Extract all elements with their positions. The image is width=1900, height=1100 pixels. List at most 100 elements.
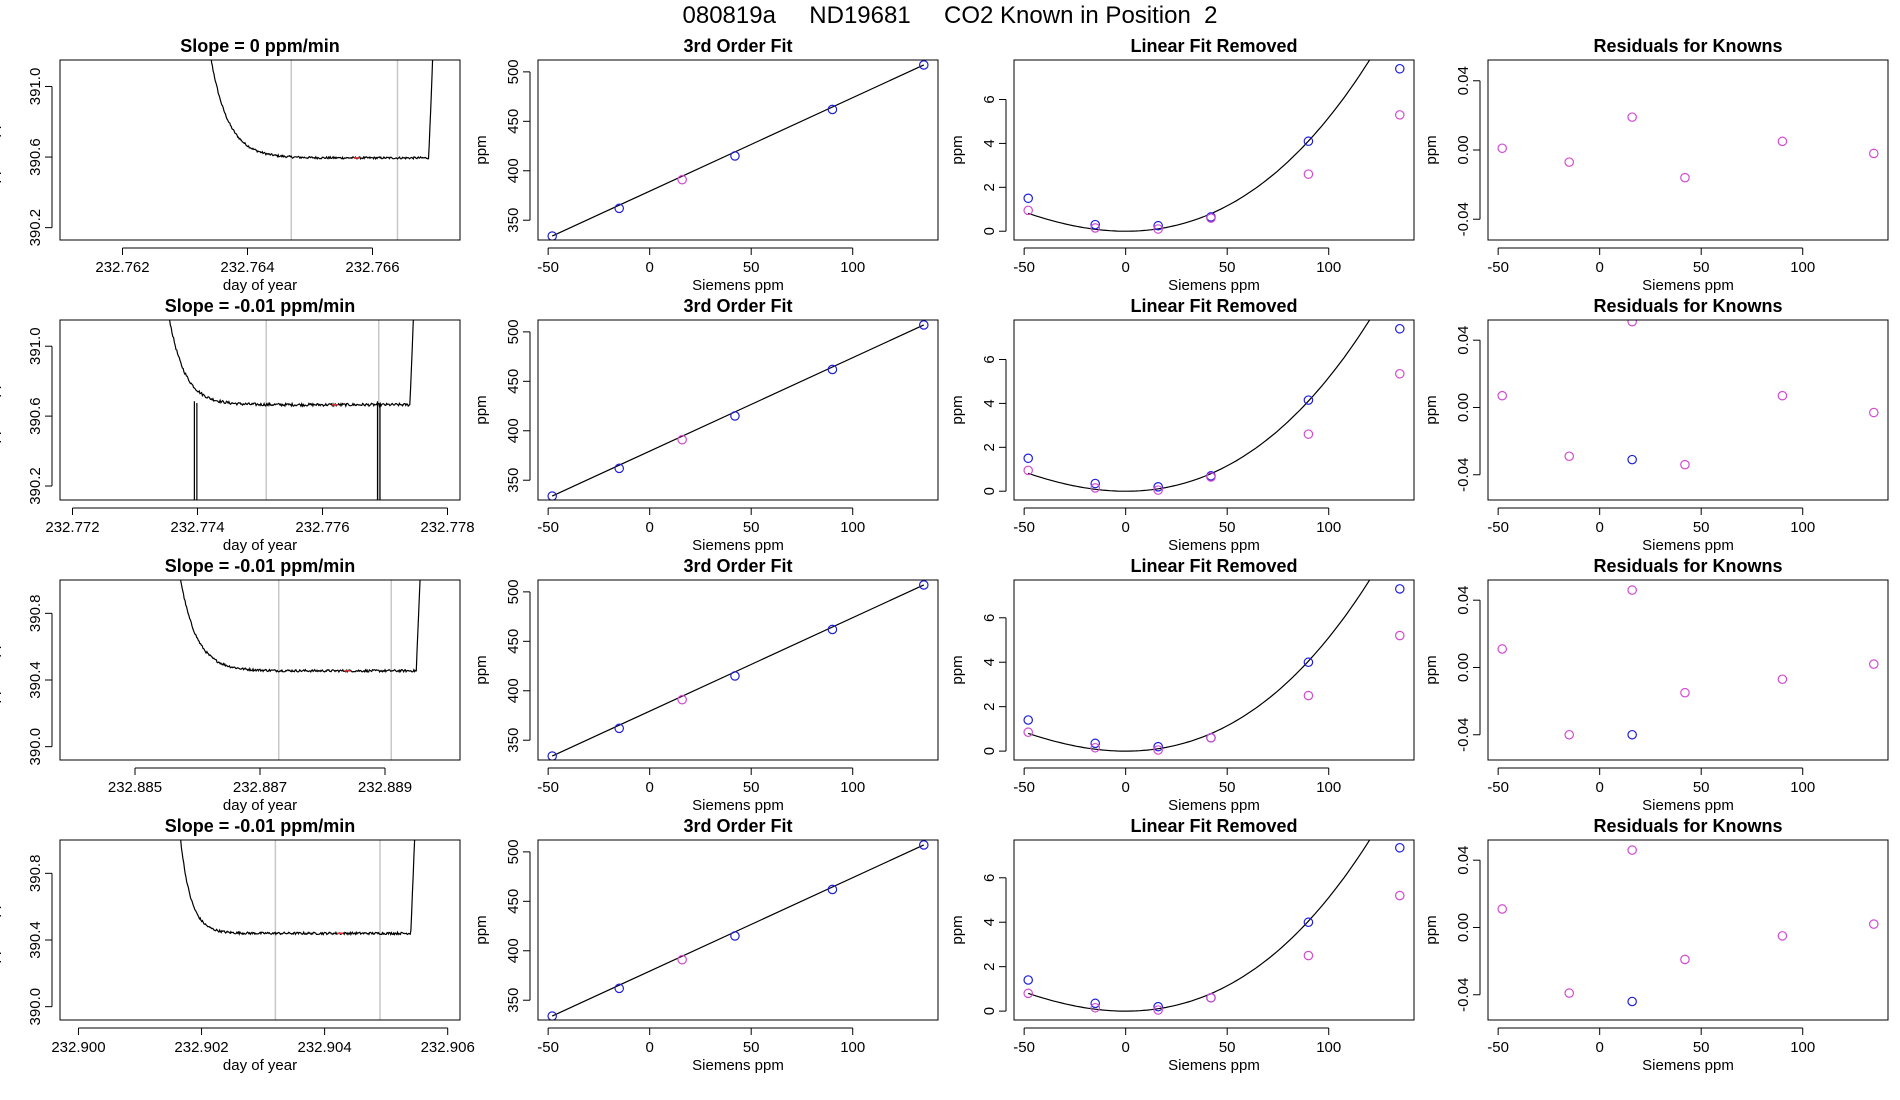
y-tick-label: 390.4 bbox=[27, 921, 44, 959]
data-point bbox=[1153, 220, 1163, 231]
data-point bbox=[918, 840, 929, 850]
x-tick-label: 100 bbox=[1316, 259, 1341, 276]
y-axis: 0 2 4 6 bbox=[981, 355, 1007, 495]
panel-title: Slope = -0.01 ppm/min bbox=[165, 816, 356, 836]
y-tick-label: 2 bbox=[981, 183, 998, 191]
data-point bbox=[1303, 657, 1314, 668]
x-tick-label: -50 bbox=[537, 779, 559, 796]
y-tick-label: 4 bbox=[981, 399, 998, 407]
plot-frame bbox=[1013, 579, 1415, 761]
data-point bbox=[1627, 729, 1637, 740]
y-axis-label: approx. ppm bbox=[0, 628, 2, 711]
panel-data bbox=[547, 840, 929, 1020]
y-axis-label: ppm bbox=[473, 395, 490, 424]
data-point bbox=[1627, 320, 1637, 327]
data-point bbox=[547, 1011, 558, 1020]
data-point bbox=[1090, 223, 1101, 233]
x-axis-label: day of year bbox=[223, 1057, 297, 1074]
y-tick-label: 6 bbox=[981, 95, 998, 103]
y-tick-label: 390.6 bbox=[27, 397, 44, 435]
panel-title: Residuals for Knowns bbox=[1593, 556, 1782, 576]
x-tick-label: 232.887 bbox=[233, 779, 287, 796]
x-tick-label: -50 bbox=[1487, 1039, 1509, 1056]
y-tick-label: 0 bbox=[981, 227, 998, 235]
x-axis: -50 0 50 100 bbox=[1487, 767, 1815, 796]
x-axis: 232.900 232.902 232.904 232.906 bbox=[51, 1027, 475, 1056]
y-tick-label: 500 bbox=[505, 59, 522, 84]
concentration-trace bbox=[210, 60, 434, 161]
data-point bbox=[1497, 143, 1508, 154]
x-axis: -50 0 50 100 bbox=[1013, 1027, 1341, 1056]
x-axis-label: Siemens ppm bbox=[692, 537, 784, 554]
data-point bbox=[1023, 193, 1034, 204]
x-tick-label: -50 bbox=[1013, 259, 1035, 276]
data-point bbox=[1627, 585, 1637, 595]
data-point bbox=[614, 463, 625, 474]
y-tick-label: 6 bbox=[981, 614, 998, 622]
data-point bbox=[730, 931, 740, 941]
y-axis-label: ppm bbox=[949, 395, 966, 424]
x-tick-label: 50 bbox=[743, 1039, 760, 1056]
panel-4-1: Slope = -0.01 ppm/min 232.900 232.902 232.9… bbox=[0, 816, 475, 1074]
y-tick-label: 0 bbox=[981, 1007, 998, 1015]
panel-2-1: Slope = -0.01 ppm/min 232.772 232.774 232.7… bbox=[0, 296, 475, 554]
x-tick-label: 0 bbox=[1596, 779, 1604, 796]
y-axis: -0.04 0.00 0.04 bbox=[1455, 326, 1481, 492]
y-tick-label: 500 bbox=[505, 839, 522, 864]
plot-frame bbox=[1487, 579, 1889, 761]
y-tick-label: 0.00 bbox=[1455, 393, 1472, 422]
panel-data bbox=[1023, 60, 1405, 234]
data-point bbox=[1497, 390, 1508, 401]
data-point bbox=[730, 671, 740, 681]
x-axis-label: Siemens ppm bbox=[692, 1057, 784, 1074]
fit-line bbox=[551, 64, 925, 237]
x-axis: -50 0 50 100 bbox=[1487, 507, 1815, 536]
y-axis: 390.2 390.6 391.0 bbox=[27, 327, 53, 505]
y-tick-label: 390.0 bbox=[27, 988, 44, 1026]
x-axis: -50 0 50 100 bbox=[537, 507, 865, 536]
x-tick-label: 232.764 bbox=[220, 259, 274, 276]
data-point bbox=[1777, 136, 1788, 147]
figure-title: 080819a ND19681 CO2 Known in Position 2 bbox=[682, 2, 1218, 29]
data-point bbox=[1564, 988, 1575, 998]
y-tick-label: 0.04 bbox=[1455, 846, 1472, 875]
x-tick-label: 0 bbox=[1122, 519, 1130, 536]
panel-2-2: 3rd Order Fit -50 0 50 100 Siemens ppm 350 400 4… bbox=[473, 296, 939, 554]
y-tick-label: 2 bbox=[981, 702, 998, 710]
data-point bbox=[1090, 738, 1101, 749]
x-tick-label: 0 bbox=[646, 259, 654, 276]
panel-data bbox=[547, 320, 929, 500]
data-point bbox=[1090, 219, 1101, 230]
data-point bbox=[1023, 205, 1034, 216]
x-axis: 232.772 232.774 232.776 232.778 bbox=[45, 507, 475, 536]
y-tick-label: -0.04 bbox=[1455, 202, 1472, 236]
x-tick-label: 232.772 bbox=[45, 519, 99, 536]
plot-frame bbox=[537, 579, 939, 761]
data-point bbox=[1497, 644, 1508, 654]
panel-title: Slope = -0.01 ppm/min bbox=[165, 296, 356, 316]
y-axis-label: ppm bbox=[1423, 915, 1440, 944]
x-axis: -50 0 50 100 bbox=[537, 1027, 865, 1056]
data-point bbox=[1023, 988, 1034, 999]
y-tick-label: 391.0 bbox=[27, 327, 44, 365]
fit-line bbox=[551, 324, 925, 497]
data-point bbox=[1090, 483, 1101, 493]
y-axis: -0.04 0.00 0.04 bbox=[1455, 66, 1481, 236]
y-tick-label: 350 bbox=[505, 728, 522, 753]
data-point bbox=[1303, 169, 1314, 179]
data-point bbox=[1153, 224, 1163, 234]
panel-title: Slope = 0 ppm/min bbox=[180, 36, 340, 56]
data-point bbox=[730, 411, 740, 421]
panel-1-3: Linear Fit Removed -50 0 50 100 Siemens ppm 0 2… bbox=[949, 36, 1415, 294]
x-tick-label: -50 bbox=[537, 519, 559, 536]
y-axis-label: ppm bbox=[949, 655, 966, 684]
panel-1-4: Residuals for Knowns -50 0 50 100 Siemens ppm… bbox=[1423, 36, 1889, 294]
data-point bbox=[1394, 890, 1405, 901]
x-tick-label: -50 bbox=[1013, 1039, 1035, 1056]
data-point bbox=[1627, 112, 1637, 122]
panel-data bbox=[1497, 320, 1879, 470]
data-point bbox=[1868, 407, 1879, 418]
data-point bbox=[677, 694, 687, 705]
x-tick-label: -50 bbox=[537, 259, 559, 276]
